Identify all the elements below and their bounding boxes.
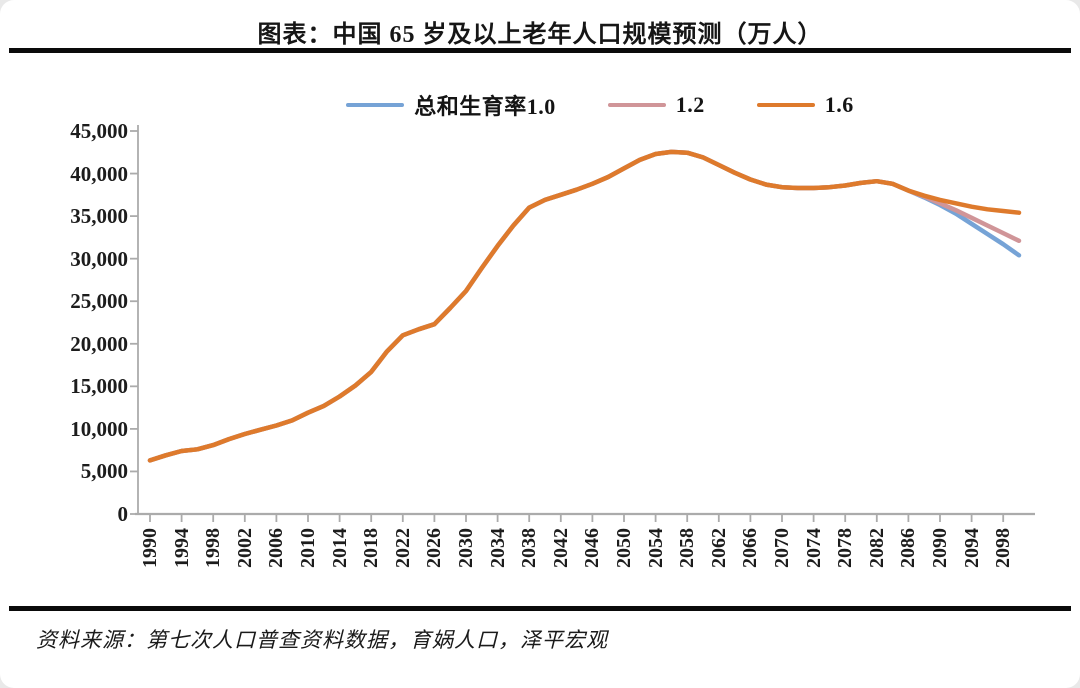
x-axis-tick-label: 1998	[202, 528, 225, 568]
x-axis-tick-label: 1990	[139, 528, 161, 568]
legend-item-tfr-1-0: 总和生育率1.0	[346, 89, 556, 121]
y-axis-tick-label: 30,000	[70, 246, 128, 271]
series-line-1.6	[147, 149, 1022, 463]
y-axis-tick-label: 10,000	[70, 416, 128, 441]
legend-line-orange-icon	[756, 103, 815, 107]
x-axis-tick-label: 2030	[455, 528, 477, 568]
legend-item-tfr-1-2: 1.2	[607, 92, 705, 118]
x-axis-tick-label: 2066	[739, 528, 762, 568]
bottom-divider	[9, 606, 1071, 611]
x-axis-tick-label: 2098	[992, 528, 1015, 568]
y-axis-tick-label: 20,000	[70, 331, 128, 356]
legend-line-blue-icon	[346, 103, 405, 107]
chart-title: 图表：中国 65 岁及以上老年人口规模预测（万人）	[257, 22, 823, 48]
x-axis-tick-label: 2058	[676, 528, 699, 568]
y-axis-tick-label: 40,000	[70, 161, 128, 186]
x-axis-tick-label: 2010	[297, 528, 319, 568]
x-axis-tick-label: 2086	[897, 528, 920, 568]
x-axis-tick-label: 2038	[518, 528, 541, 568]
x-axis-tick-label: 2022	[391, 528, 414, 568]
x-axis-tick-label: 2042	[549, 528, 572, 568]
legend-line-pink-icon	[607, 103, 666, 107]
legend-item-tfr-1-6: 1.6	[756, 92, 854, 118]
x-axis-tick-label: 2074	[802, 528, 825, 568]
y-axis-tick-label: 5,000	[80, 459, 128, 484]
x-axis-tick-label: 2082	[865, 528, 888, 568]
x-axis-tick-label: 2046	[581, 528, 604, 568]
series-line-总和生育率1.0	[147, 149, 1022, 463]
line-chart-plot	[130, 125, 1035, 522]
x-axis-tick-label: 2018	[360, 528, 383, 568]
source-note: 资料来源：第七次人口普查资料数据，育娲人口，泽平宏观	[36, 628, 608, 652]
x-axis-tick-label: 1994	[170, 528, 193, 568]
legend-label-tfr-1-6: 1.6	[824, 92, 854, 117]
x-axis-tick-label: 2094	[960, 528, 983, 568]
x-axis-tick-label: 2026	[423, 528, 446, 568]
legend-label-tfr-1-0: 总和生育率1.0	[414, 94, 556, 119]
top-divider	[9, 48, 1071, 53]
y-axis-tick-label: 0	[117, 502, 129, 526]
chart-area: 总和生育率1.0 1.2 1.6 0 5,000 10,000 15,000 20,00…	[0, 53, 1080, 606]
chart-legend: 总和生育率1.0 1.2 1.6	[0, 89, 1080, 121]
x-axis-tick-label: 2034	[486, 528, 509, 568]
y-axis-tick-label: 45,000	[70, 119, 128, 143]
y-axis-tick-label: 35,000	[70, 204, 128, 229]
x-axis-tick-label: 2054	[644, 528, 667, 568]
y-axis-tick-label: 15,000	[70, 374, 128, 399]
x-axis-tick-label: 2078	[834, 528, 857, 568]
x-axis-tick-label: 2006	[265, 528, 288, 568]
legend-label-tfr-1-2: 1.2	[675, 92, 705, 117]
x-axis-tick-label: 2062	[707, 528, 730, 568]
x-axis-tick-label: 2050	[613, 528, 635, 568]
x-axis-tick-label: 2090	[929, 528, 951, 568]
y-axis-tick-label: 25,000	[70, 289, 128, 314]
x-axis-tick-label: 2070	[771, 528, 793, 568]
x-axis-tick-label: 2002	[233, 528, 256, 568]
x-axis-tick-label: 2014	[328, 528, 351, 568]
series-line-1.2	[147, 149, 1022, 463]
